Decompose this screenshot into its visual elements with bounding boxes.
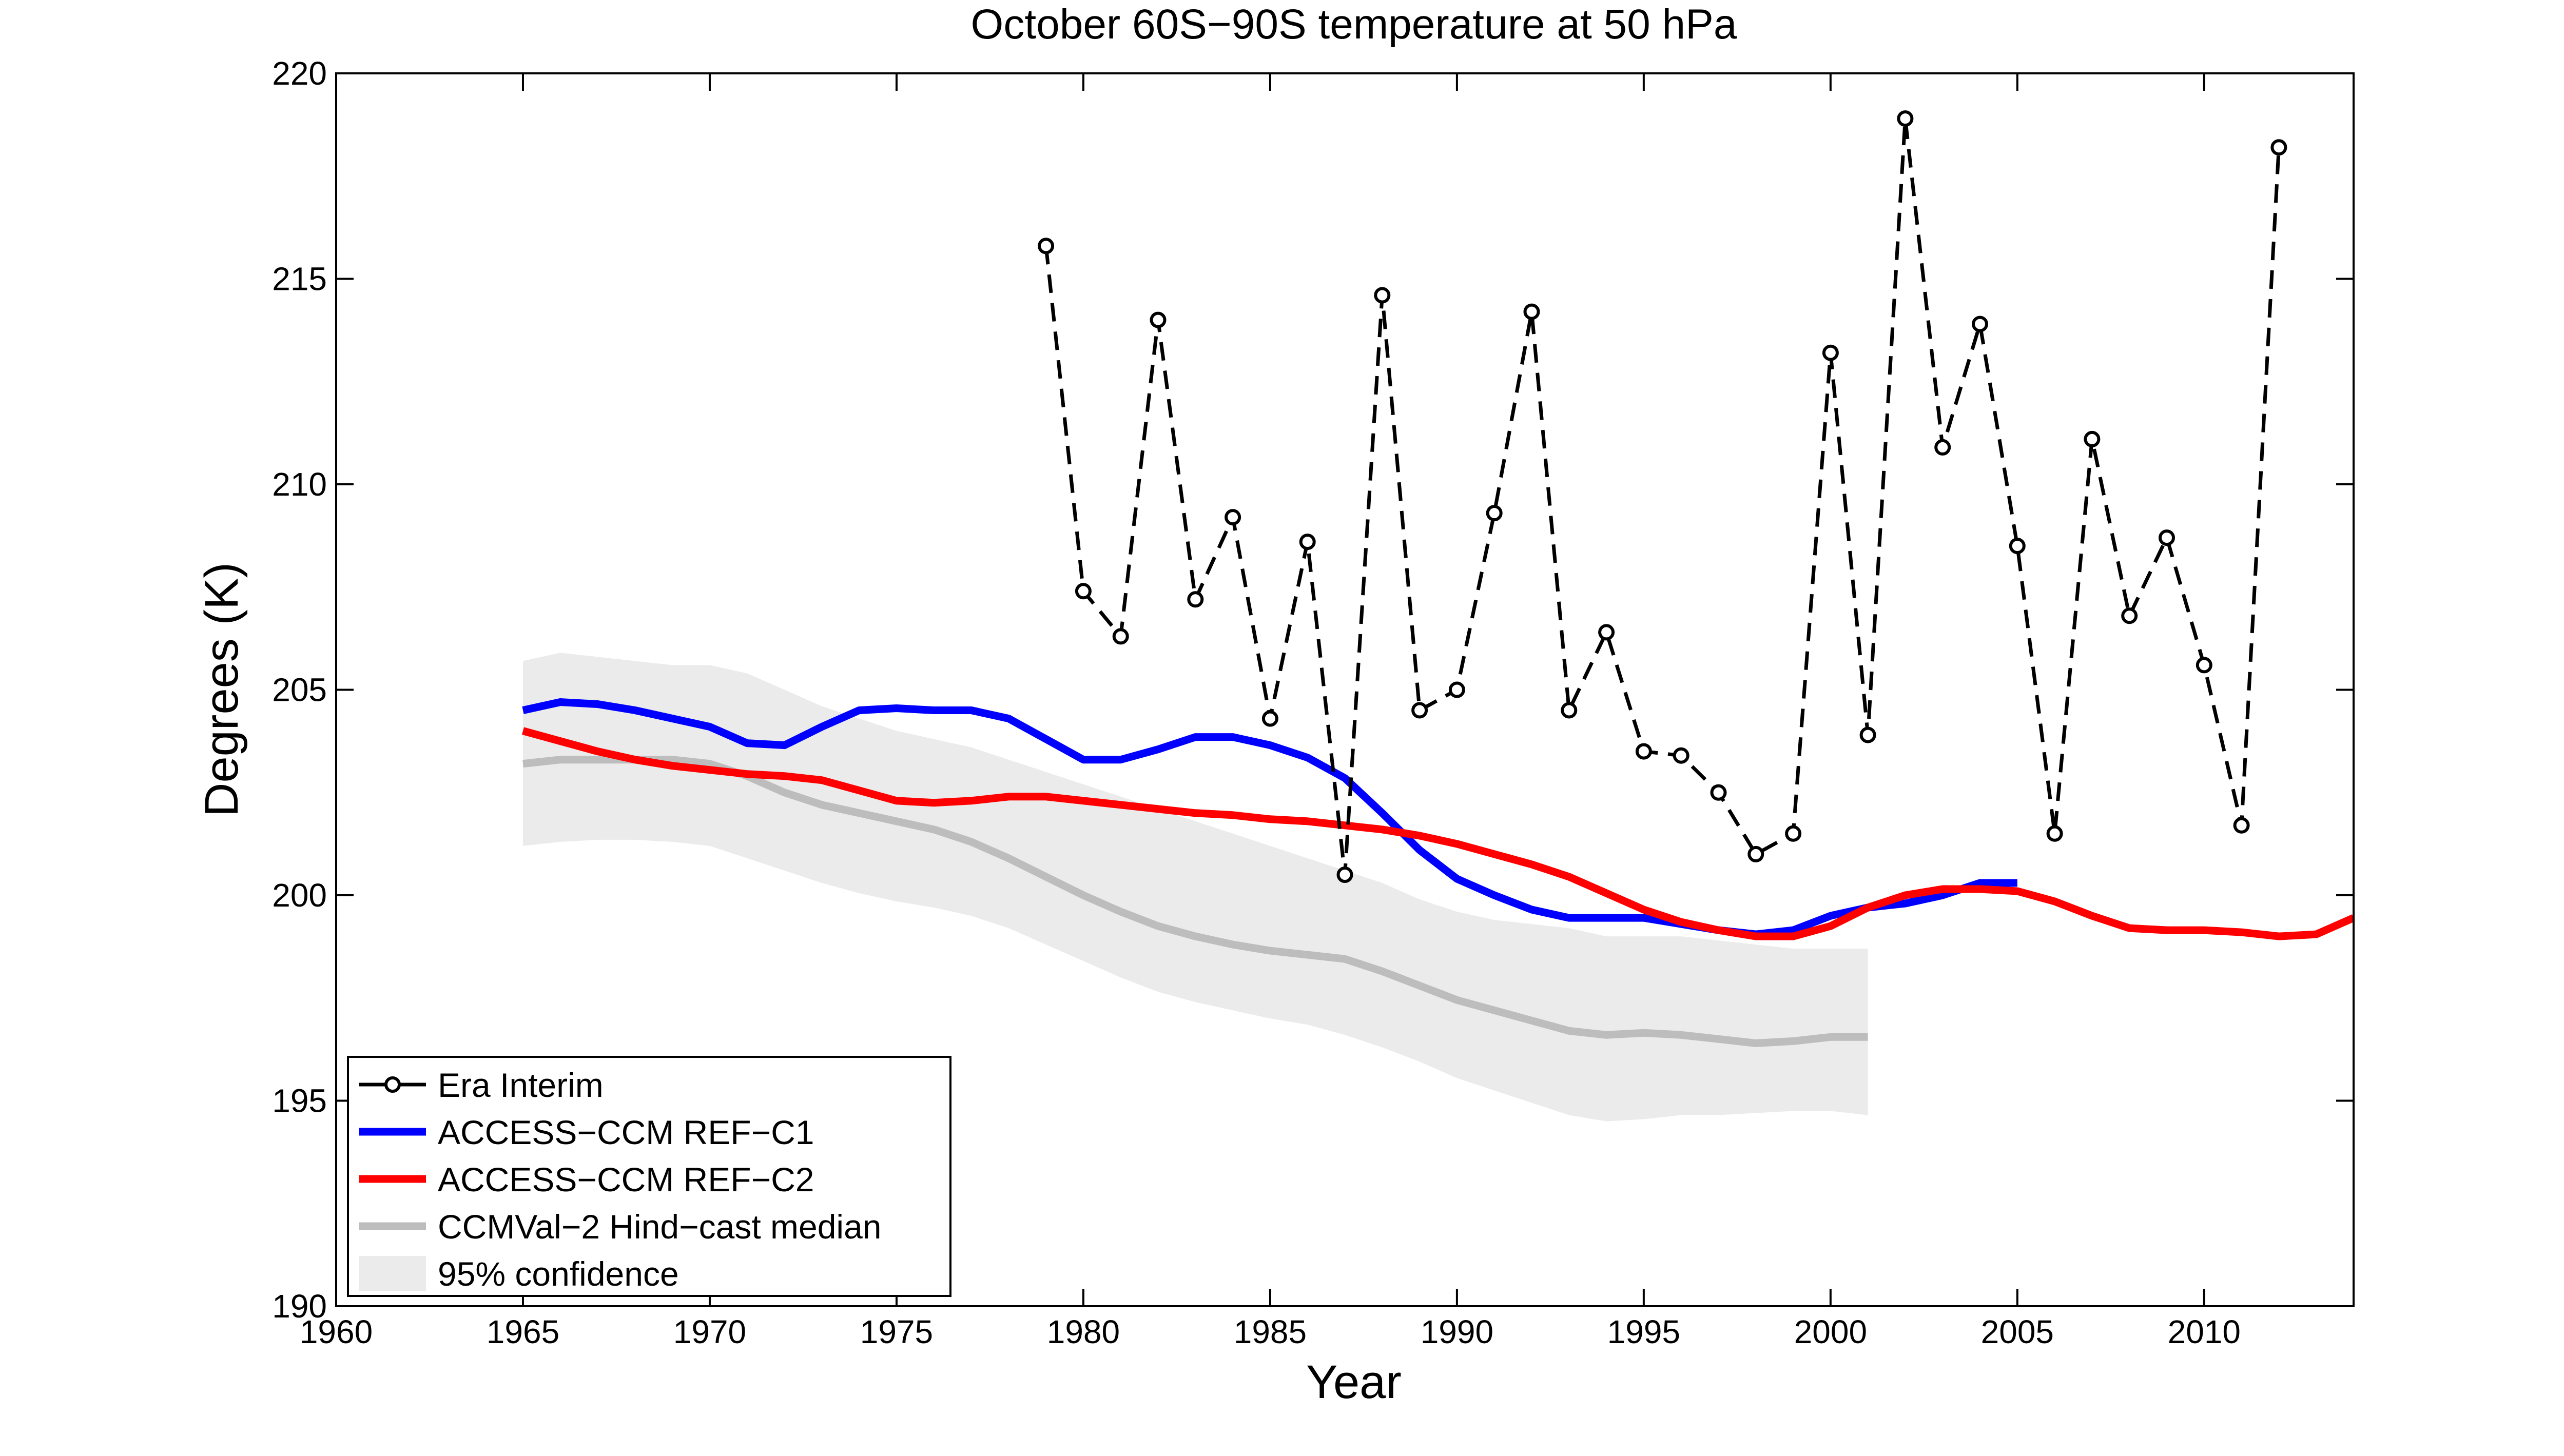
legend-label: CCMVal−2 Hind−cast median (438, 1208, 882, 1246)
data-point (1972, 316, 1988, 332)
data-point (2159, 529, 2175, 546)
plot-area (522, 110, 2354, 1121)
data-point (2009, 538, 2026, 555)
data-point (1635, 743, 1652, 760)
y-tick-label: 220 (272, 55, 327, 92)
data-point (1673, 747, 1689, 764)
data-point (1374, 287, 1391, 304)
data-point (1336, 867, 1353, 883)
x-tick-label: 2005 (1981, 1313, 2054, 1350)
x-tick-label: 1995 (1607, 1313, 1680, 1350)
data-point (1785, 825, 1802, 842)
data-point (1934, 439, 1951, 456)
confidence-band (523, 653, 1868, 1121)
legend-box (347, 1056, 951, 1297)
legend-marker (384, 1076, 401, 1093)
y-tick-label: 200 (272, 877, 327, 914)
legend: Era Interim ACCESS−CCM REF−C1 ACCESS−CCM R… (347, 1056, 951, 1297)
data-point (1448, 681, 1465, 698)
x-tick-label: 1960 (300, 1313, 373, 1350)
legend-label: Era Interim (438, 1066, 604, 1104)
data-point (1075, 583, 1092, 600)
data-point (2196, 657, 2212, 674)
x-tick-label: 1985 (1234, 1313, 1307, 1350)
y-tick-label: 205 (272, 672, 327, 709)
x-axis-label: Year (1306, 1356, 1402, 1408)
axes: 1960 1965 1970 1975 1980 1985 1990 1995 2000 2005… (272, 55, 2354, 1350)
data-point (1859, 726, 1876, 743)
data-point (1150, 311, 1167, 328)
data-point (1897, 110, 1914, 127)
legend-label: ACCESS−CCM REF−C1 (438, 1113, 814, 1151)
data-point (1822, 344, 1839, 361)
data-point (1225, 509, 1241, 526)
data-point (1561, 702, 1578, 719)
data-point (2084, 430, 2101, 447)
chart-title: October 60S−90S temperature at 50 hPa (971, 1, 1737, 48)
legend-label: 95% confidence (438, 1255, 679, 1293)
data-point (1261, 710, 1278, 727)
data-point (1411, 702, 1428, 719)
y-tick-label: 215 (272, 261, 327, 298)
y-axis-label: Degrees (K) (196, 562, 248, 817)
x-tick-label: 1970 (673, 1313, 746, 1350)
x-tick-label: 2000 (1794, 1313, 1867, 1350)
data-point (1523, 303, 1540, 320)
y-tick-label: 210 (272, 466, 327, 503)
x-tick-label: 1980 (1047, 1313, 1120, 1350)
data-point (1747, 845, 1764, 862)
data-point (1598, 624, 1615, 641)
data-point (1299, 534, 1316, 550)
data-point (2233, 817, 2250, 834)
data-point (1486, 505, 1503, 522)
data-point (1112, 628, 1129, 645)
data-point (1710, 784, 1727, 801)
data-point (1187, 591, 1204, 608)
data-point (2046, 825, 2063, 842)
x-tick-label: 1990 (1421, 1313, 1493, 1350)
legend-swatch (359, 1256, 426, 1291)
y-tick-label: 195 (272, 1083, 327, 1119)
data-point (2121, 607, 2138, 624)
x-tick-label: 1965 (487, 1313, 559, 1350)
y-tick-label: 190 (272, 1288, 327, 1325)
x-tick-label: 1975 (860, 1313, 933, 1350)
series-line-access-ccm-ref-c2 (522, 727, 2354, 940)
data-point (2270, 139, 2287, 156)
x-tick-label: 2010 (2168, 1313, 2241, 1350)
legend-label: ACCESS−CCM REF−C2 (438, 1160, 814, 1198)
data-point (1038, 238, 1055, 254)
